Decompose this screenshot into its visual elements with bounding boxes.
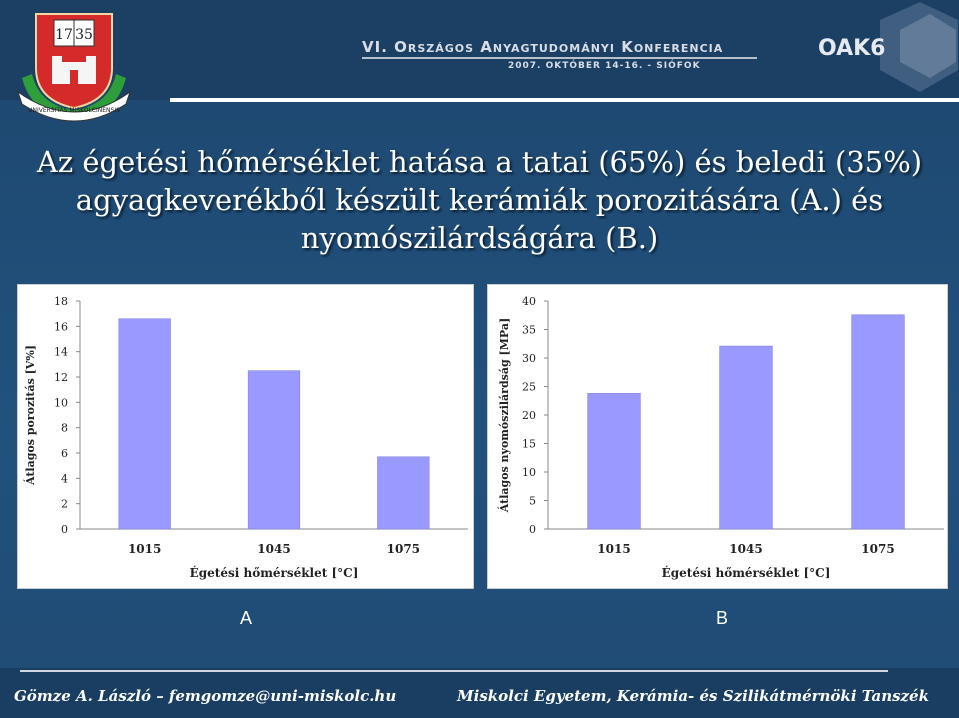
y-tick-label: 0 xyxy=(61,523,68,536)
x-axis-title: Égetési hőmérséklet [°C] xyxy=(662,565,831,580)
bar-1045 xyxy=(247,370,301,530)
y-tick-label: 0 xyxy=(529,523,536,536)
y-tick-label: 25 xyxy=(522,381,536,394)
oak-logo: OAK6 xyxy=(818,36,886,61)
crystal-decoration-icon xyxy=(880,2,958,92)
crest-year-right: 35 xyxy=(75,27,93,43)
slide-title: Az égetési hőmérséklet hatása a tatai (6… xyxy=(36,145,923,255)
y-tick-label: 14 xyxy=(54,346,68,359)
footer-institution: Miskolci Egyetem, Kerámia- és Szilikátmé… xyxy=(457,687,929,705)
x-tick-label: 1015 xyxy=(128,542,161,556)
y-tick-label: 4 xyxy=(61,472,68,485)
x-tick-label: 1075 xyxy=(387,542,420,556)
header-divider xyxy=(170,98,959,102)
x-tick-label: 1045 xyxy=(729,542,762,556)
label-a: A xyxy=(240,608,253,628)
chart-a-porosity: 0 2 4 6 8 10 12 14 16 18 1015 1045 1075 Égetési hőmér… xyxy=(17,284,474,589)
y-tick-label: 10 xyxy=(54,396,68,409)
x-tick-label: 1015 xyxy=(597,542,630,556)
y-tick-label: 5 xyxy=(529,495,536,508)
crest-motto: UNIVERSITAS MISKOLCINENSIS xyxy=(28,107,120,114)
y-tick-label: 16 xyxy=(54,320,68,333)
university-crest-logo: 17 35 UNIVERSITAS MISKOLCINENSIS xyxy=(12,8,137,126)
x-tick-label: 1045 xyxy=(257,542,290,556)
y-axis-title: Átlagos porozitás [V%] xyxy=(23,345,37,486)
bar-1045 xyxy=(719,345,773,530)
y-tick-label: 2 xyxy=(61,498,68,511)
y-axis-title: Átlagos nyomószilárdság [MPa] xyxy=(497,318,511,513)
x-axis-title: Égetési hőmérséklet [°C] xyxy=(190,565,359,580)
y-tick-label: 15 xyxy=(522,438,536,451)
y-tick-label: 30 xyxy=(522,352,536,365)
footer-divider xyxy=(20,670,888,672)
footer-bar xyxy=(0,668,959,718)
crest-year-left: 17 xyxy=(55,27,73,43)
y-tick-label: 8 xyxy=(61,422,68,435)
y-tick-label: 6 xyxy=(61,447,68,460)
conference-date: 2007. OKTÓBER 14-16. - SIÓFOK xyxy=(508,61,701,71)
chart-b-compressive-strength: 0 5 10 15 20 25 30 35 40 1015 1045 1075 Égetési hőmé… xyxy=(487,284,948,589)
bar-1015 xyxy=(118,318,171,530)
bar-1075 xyxy=(851,314,905,530)
y-tick-label: 10 xyxy=(522,466,536,479)
y-tick-label: 20 xyxy=(522,409,536,422)
chart-a-svg: 0 2 4 6 8 10 12 14 16 18 1015 1045 1075 Égetési hőmér… xyxy=(23,295,468,580)
y-tick-label: 40 xyxy=(522,295,536,308)
y-tick-label: 35 xyxy=(522,324,536,337)
y-tick-label: 12 xyxy=(54,371,68,384)
label-b: B xyxy=(716,608,729,628)
conference-title: VI. Országos Anyagtudományi Konferencia xyxy=(362,38,724,56)
bar-1075 xyxy=(377,456,430,530)
header-bar xyxy=(0,0,959,100)
conference-divider xyxy=(362,57,757,59)
bar-1015 xyxy=(587,393,641,530)
y-tick-label: 18 xyxy=(54,295,68,308)
x-tick-label: 1075 xyxy=(861,542,894,556)
footer-author: Gömze A. László – femgomze@uni-miskolc.h… xyxy=(14,687,397,705)
